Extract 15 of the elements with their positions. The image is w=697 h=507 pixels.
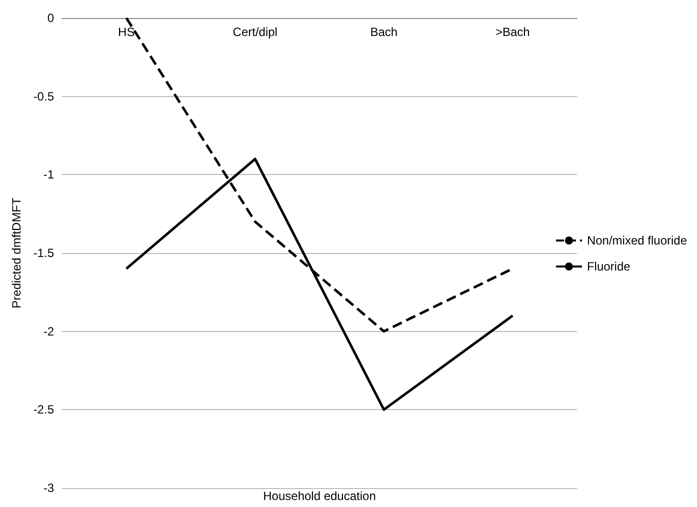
y-tick-label: -1 xyxy=(43,168,54,182)
legend-label: Non/mixed fluoride xyxy=(586,234,688,248)
y-tick-label: -1.5 xyxy=(33,246,54,260)
y-tick-label: -0.5 xyxy=(33,89,54,104)
y-axis-title: Predicted dmftDMFT xyxy=(9,196,24,308)
y-tick-label: 0 xyxy=(47,11,54,25)
y-tick-label: -2 xyxy=(43,324,54,338)
y-tick-label: -2.5 xyxy=(33,402,54,417)
x-tick-label: Cert/dipl xyxy=(232,25,278,39)
x-tick-label: Bach xyxy=(370,25,398,39)
x-axis-title: Household education xyxy=(263,489,376,503)
y-tick-label: -3 xyxy=(43,481,54,495)
x-tick-label: HS xyxy=(118,25,135,39)
x-tick-label: >Bach xyxy=(495,25,530,39)
legend-label: Fluoride xyxy=(586,260,631,274)
